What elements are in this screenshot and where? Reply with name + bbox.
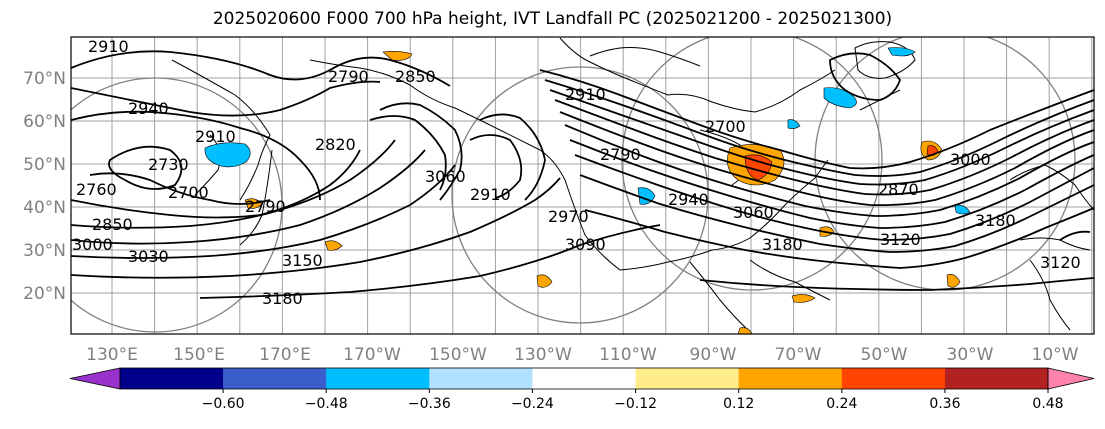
contour-label: 3000 bbox=[72, 235, 113, 254]
colorbar-tick-label: 0.24 bbox=[826, 396, 857, 412]
colorbar-extend-min bbox=[69, 367, 121, 390]
longitude-labels: 130°E 150°E 170°E 170°W 150°W 130°W 110°… bbox=[86, 345, 1079, 365]
map-title: 2025020600 F000 700 hPa height, IVT Land… bbox=[212, 9, 893, 29]
colorbar-segment bbox=[223, 368, 327, 389]
colorbar-segment bbox=[532, 368, 636, 389]
contour-label: 2970 bbox=[548, 207, 589, 226]
contour-label: 2870 bbox=[878, 180, 919, 199]
lon-label: 150°E bbox=[173, 345, 225, 365]
colorbar-tick-label: 0.36 bbox=[929, 396, 960, 412]
contour-label: 3120 bbox=[880, 230, 921, 249]
colorbar-segment bbox=[738, 368, 843, 389]
contour-label: 3030 bbox=[128, 247, 169, 266]
height-contours bbox=[71, 50, 1094, 299]
map-frame bbox=[70, 36, 1095, 335]
colorbar-tick-label: −0.36 bbox=[408, 396, 451, 412]
contour-label: 3090 bbox=[565, 235, 606, 254]
lat-label: 30°N bbox=[23, 241, 66, 261]
colorbar-segment bbox=[841, 368, 946, 389]
contour-label: 2790 bbox=[328, 67, 369, 86]
colorbar-tick-label: −0.60 bbox=[202, 396, 245, 412]
contour-label: 3180 bbox=[975, 211, 1016, 230]
lon-label: 30°W bbox=[947, 345, 994, 365]
lon-label: 130°W bbox=[514, 345, 572, 365]
contour-label: 2910 bbox=[195, 127, 236, 146]
contour-label: 3120 bbox=[1040, 253, 1081, 272]
colorbar-extend-max bbox=[1047, 367, 1095, 390]
lon-label: 130°E bbox=[86, 345, 138, 365]
contour-label: 2760 bbox=[76, 180, 117, 199]
contour-label: 2730 bbox=[148, 155, 189, 174]
contour-label: 2910 bbox=[565, 85, 606, 104]
contour-label: 3180 bbox=[262, 289, 303, 308]
contour-label: 3060 bbox=[425, 167, 466, 186]
colorbar-segment bbox=[326, 368, 430, 389]
map-panel bbox=[71, 37, 1094, 334]
contour-label: 2700 bbox=[705, 117, 746, 136]
gridlines bbox=[71, 37, 1094, 334]
contour-label: 2910 bbox=[470, 185, 511, 204]
lon-label: 10°W bbox=[1032, 345, 1079, 365]
lon-label: 170°W bbox=[343, 345, 401, 365]
latitude-labels: 70°N 60°N 50°N 40°N 30°N 20°N bbox=[23, 69, 66, 304]
contour-label: 2790 bbox=[600, 145, 641, 164]
lon-label: 90°W bbox=[690, 345, 737, 365]
lon-label: 50°W bbox=[861, 345, 908, 365]
lat-label: 20°N bbox=[23, 284, 66, 304]
contour-label: 2700 bbox=[168, 183, 209, 202]
contour-label: 2850 bbox=[92, 215, 133, 234]
contour-label: 3180 bbox=[762, 235, 803, 254]
colorbar-tick-label: −0.12 bbox=[614, 396, 657, 412]
contour-labels: 2910 2790 2850 2940 2910 2730 2760 2700 … bbox=[72, 37, 1081, 308]
colorbar-border bbox=[119, 367, 1049, 390]
lat-label: 60°N bbox=[23, 112, 66, 132]
colorbar-segment bbox=[429, 368, 533, 389]
contour-label: 3000 bbox=[950, 150, 991, 169]
contour-label: 2820 bbox=[315, 135, 356, 154]
colorbar-tick-label: −0.24 bbox=[511, 396, 554, 412]
colorbar-tick-label: 0.12 bbox=[723, 396, 754, 412]
contour-label: 2850 bbox=[395, 67, 436, 86]
colorbar-labels: −0.60 −0.48 −0.36 −0.24 −0.12 0.12 0.24 0.36 0.4… bbox=[202, 389, 1064, 412]
colorbar-tick-label: 0.48 bbox=[1032, 396, 1063, 412]
colorbar-tick-label: −0.48 bbox=[305, 396, 348, 412]
lon-label: 170°E bbox=[259, 345, 311, 365]
contour-label: 3150 bbox=[282, 251, 323, 270]
colorbar bbox=[69, 367, 1095, 390]
lon-label: 110°W bbox=[599, 345, 657, 365]
colorbar-segment bbox=[944, 368, 1049, 389]
lat-label: 40°N bbox=[23, 198, 66, 218]
contour-label: 2790 bbox=[245, 197, 286, 216]
lon-label: 150°W bbox=[429, 345, 487, 365]
lat-label: 50°N bbox=[23, 155, 66, 175]
colorbar-segment bbox=[635, 368, 739, 389]
lat-label: 70°N bbox=[23, 69, 66, 89]
contour-label: 3060 bbox=[733, 203, 774, 222]
contour-label: 2940 bbox=[668, 190, 709, 209]
colorbar-segment bbox=[120, 368, 224, 389]
lon-label: 70°W bbox=[775, 345, 822, 365]
contour-label: 2910 bbox=[88, 37, 129, 56]
contour-label: 2940 bbox=[128, 99, 169, 118]
